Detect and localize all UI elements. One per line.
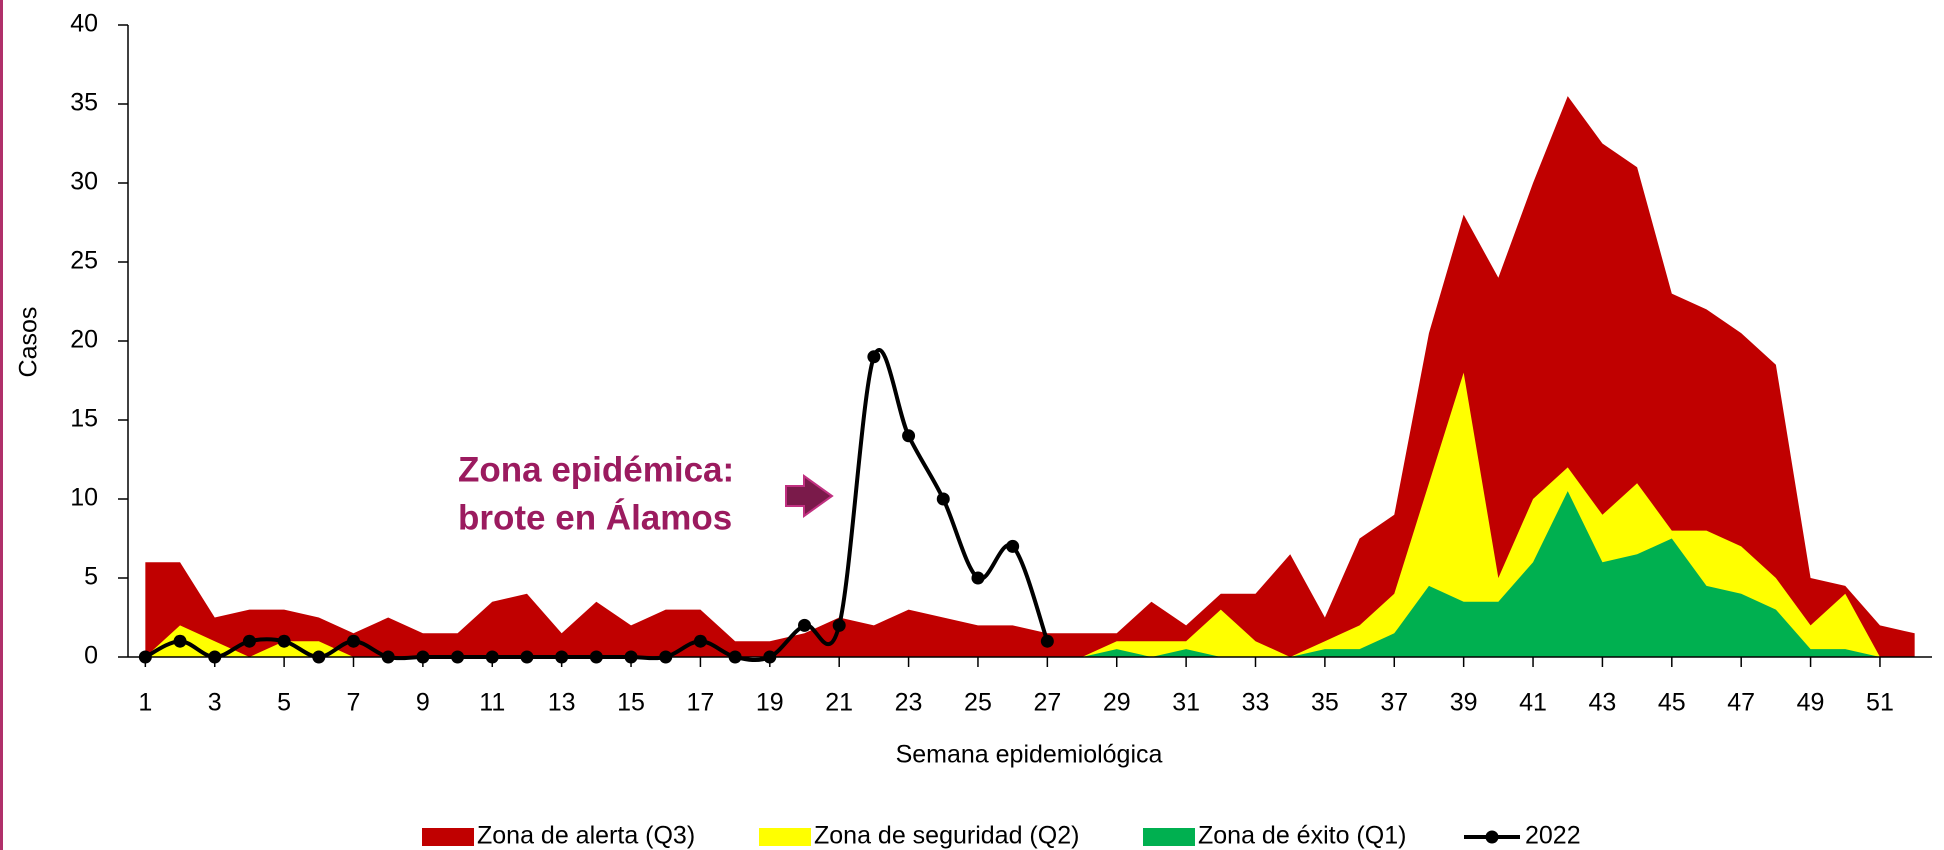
page-border	[0, 0, 3, 850]
x-tick-label: 5	[277, 689, 291, 717]
x-tick-label: 25	[964, 689, 992, 717]
x-tick-label: 19	[756, 689, 784, 717]
y-tick-label: 20	[70, 326, 98, 354]
x-tick-label: 7	[347, 689, 361, 717]
marker	[971, 572, 984, 585]
plot-area	[139, 96, 1915, 663]
x-tick-label: 39	[1450, 689, 1478, 717]
marker	[937, 493, 950, 506]
annotation: brote en Álamos	[458, 497, 732, 537]
legend-label: Zona de éxito (Q1)	[1198, 822, 1406, 850]
x-tick-label: 27	[1033, 689, 1061, 717]
x-tick-label: 17	[687, 689, 715, 717]
marker	[1041, 635, 1054, 648]
x-tick-label: 35	[1311, 689, 1339, 717]
x-tick-label: 13	[548, 689, 576, 717]
legend-swatch	[422, 828, 474, 846]
x-tick-label: 45	[1658, 689, 1686, 717]
x-tick-label: 37	[1380, 689, 1408, 717]
marker	[243, 635, 256, 648]
x-tick-label: 15	[617, 689, 645, 717]
x-tick-label: 43	[1589, 689, 1617, 717]
legend-label: 2022	[1525, 822, 1581, 850]
y-tick-label: 15	[70, 405, 98, 433]
x-tick-label: 29	[1103, 689, 1131, 717]
marker	[902, 429, 915, 442]
marker	[694, 635, 707, 648]
x-tick-label: 41	[1519, 689, 1547, 717]
x-tick-label: 21	[825, 689, 853, 717]
marker	[174, 635, 187, 648]
x-tick-label: 49	[1797, 689, 1825, 717]
marker	[867, 350, 880, 363]
legend-swatch	[1143, 828, 1195, 846]
legend-label: Zona de seguridad (Q2)	[814, 822, 1079, 850]
x-tick-label: 1	[138, 689, 152, 717]
y-tick-label: 40	[70, 10, 98, 38]
y-axis-label: Casos	[15, 307, 43, 378]
x-tick-label: 11	[479, 689, 505, 717]
legend-swatch	[1486, 831, 1499, 844]
x-axis-label: Semana epidemiológica	[896, 741, 1163, 769]
x-tick-label: 47	[1727, 689, 1755, 717]
marker	[1006, 540, 1019, 553]
annotation: Zona epidémica:	[458, 450, 734, 489]
marker	[347, 635, 360, 648]
y-tick-label: 25	[70, 247, 98, 275]
y-tick-label: 10	[70, 484, 98, 512]
y-tick-label: 0	[84, 642, 98, 670]
marker	[278, 635, 291, 648]
x-tick-label: 23	[895, 689, 923, 717]
y-tick-label: 30	[70, 168, 98, 196]
y-tick-label: 5	[84, 563, 98, 591]
legend-swatch	[759, 828, 811, 846]
x-tick-label: 33	[1242, 689, 1270, 717]
x-tick-label: 3	[208, 689, 222, 717]
annotation-arrow	[786, 476, 832, 516]
marker	[833, 619, 846, 632]
x-tick-label: 31	[1172, 689, 1200, 717]
marker	[798, 619, 811, 632]
legend-label: Zona de alerta (Q3)	[477, 822, 695, 850]
chart: Zona epidémica: brote en Álamos Semana e…	[0, 0, 1944, 850]
x-tick-label: 51	[1866, 689, 1894, 717]
x-tick-label: 9	[416, 689, 430, 717]
y-tick-label: 35	[70, 89, 98, 117]
